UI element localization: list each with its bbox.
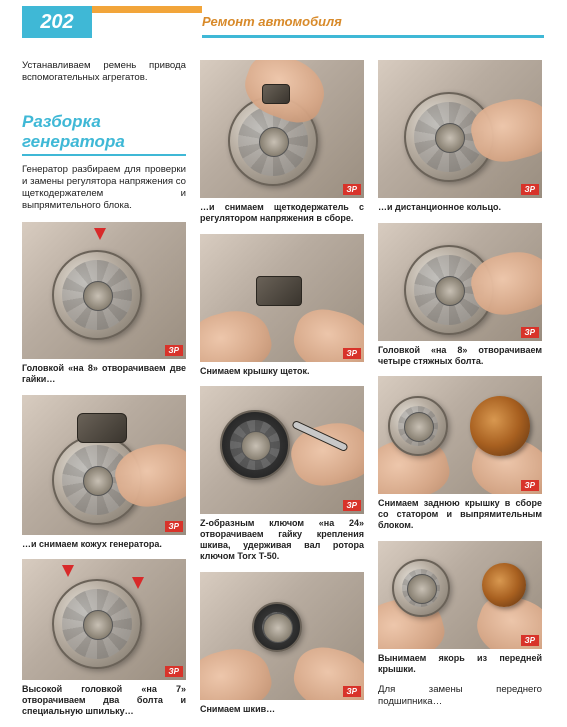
caption: …и дистанционное кольцо. bbox=[378, 202, 542, 213]
figure-c2-4: ЗР bbox=[200, 572, 364, 700]
figure-c3-1: ЗР bbox=[378, 60, 542, 198]
blue-underline bbox=[202, 35, 544, 38]
intro-paragraph: Устанавливаем ремень привода вспомогател… bbox=[22, 60, 186, 84]
figure-c2-1: ЗР bbox=[200, 60, 364, 198]
chapter-title: Ремонт автомобиля bbox=[202, 14, 342, 29]
magazine-badge: ЗР bbox=[165, 345, 183, 356]
magazine-badge: ЗР bbox=[343, 348, 361, 359]
caption: Снимаем заднюю крышку в сборе со статоро… bbox=[378, 498, 542, 530]
photo: ЗР bbox=[378, 376, 542, 494]
page-number: 202 bbox=[22, 6, 92, 38]
photo: ЗР bbox=[200, 234, 364, 362]
magazine-badge: ЗР bbox=[165, 666, 183, 677]
magazine-badge: ЗР bbox=[343, 184, 361, 195]
figure-c2-3: ЗР bbox=[200, 386, 364, 514]
figure-c3-3: ЗР bbox=[378, 376, 542, 494]
magazine-badge: ЗР bbox=[521, 480, 539, 491]
figure-c1-2: ЗР bbox=[22, 395, 186, 535]
caption: Головкой «на 8» отворачиваем две гайки… bbox=[22, 363, 186, 385]
section-heading: Разборка генератора bbox=[22, 112, 186, 156]
figure-c3-4: ЗР bbox=[378, 541, 542, 649]
caption: Головкой «на 8» отворачиваем четыре стяж… bbox=[378, 345, 542, 367]
caption: …и снимаем щеткодержатель с регулятором … bbox=[200, 202, 364, 224]
content-columns: Устанавливаем ремень привода вспомогател… bbox=[22, 60, 544, 727]
magazine-badge: ЗР bbox=[521, 635, 539, 646]
caption: …и снимаем кожух генератора. bbox=[22, 539, 186, 550]
photo: ЗР bbox=[22, 222, 186, 359]
section-paragraph: Генератор разбираем для проверки и замен… bbox=[22, 164, 186, 212]
photo: ЗР bbox=[22, 559, 186, 680]
magazine-badge: ЗР bbox=[165, 521, 183, 532]
photo: ЗР bbox=[378, 223, 542, 341]
column-2: ЗР …и снимаем щеткодержатель с регулятор… bbox=[200, 60, 364, 727]
photo: ЗР bbox=[200, 60, 364, 198]
figure-c1-1: ЗР bbox=[22, 222, 186, 359]
caption: Снимаем крышку щеток. bbox=[200, 366, 364, 377]
magazine-badge: ЗР bbox=[521, 184, 539, 195]
caption: Z-образным ключом «на 24» отворачиваем г… bbox=[200, 518, 364, 561]
magazine-badge: ЗР bbox=[521, 327, 539, 338]
figure-c1-3: ЗР bbox=[22, 559, 186, 680]
photo: ЗР bbox=[378, 541, 542, 649]
photo: ЗР bbox=[378, 60, 542, 198]
magazine-badge: ЗР bbox=[343, 686, 361, 697]
caption: Вынимаем якорь из передней крышки. bbox=[378, 653, 542, 675]
photo: ЗР bbox=[200, 572, 364, 700]
caption: Снимаем шкив… bbox=[200, 704, 364, 715]
orange-accent-bar bbox=[92, 6, 202, 13]
closing-paragraph: Для замены переднего подшипника… bbox=[378, 684, 542, 708]
caption: Высокой головкой «на 7» отворачиваем два… bbox=[22, 684, 186, 716]
figure-c3-2: ЗР bbox=[378, 223, 542, 341]
photo: ЗР bbox=[22, 395, 186, 535]
figure-c2-2: ЗР bbox=[200, 234, 364, 362]
page-header: 202 Ремонт автомобиля bbox=[0, 0, 567, 38]
magazine-badge: ЗР bbox=[343, 500, 361, 511]
column-1: Устанавливаем ремень привода вспомогател… bbox=[22, 60, 186, 727]
column-3: ЗР …и дистанционное кольцо. ЗР Головкой … bbox=[378, 60, 542, 727]
photo: ЗР bbox=[200, 386, 364, 514]
